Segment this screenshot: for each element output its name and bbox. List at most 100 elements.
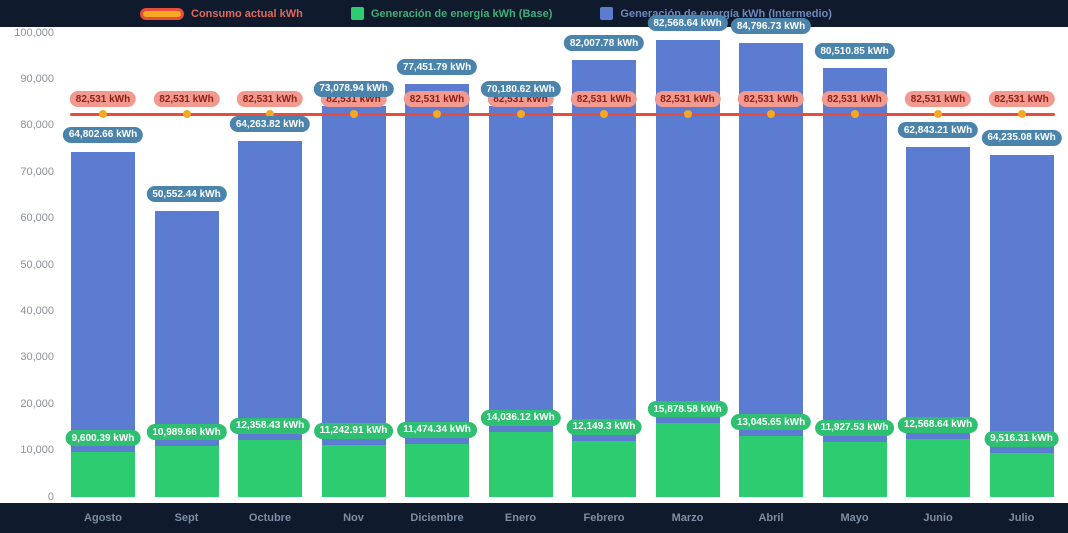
- bar-segment-base: [488, 431, 553, 497]
- consumo-point-marker: [767, 110, 775, 119]
- intermedio-value-label: 82,568.64 kWh: [647, 15, 728, 32]
- intermedio-value-label: 77,451.79 kWh: [396, 59, 478, 76]
- base-value-label: 11,242.91 kWh: [313, 422, 394, 439]
- bar-segment-intermedio: [572, 60, 636, 441]
- consumo-value-label: 82,531 kWh: [236, 91, 304, 108]
- intermedio-value-label: 82,007.78 kWh: [563, 35, 645, 52]
- base-value-label: 15,878.58 kWh: [647, 401, 728, 418]
- base-value-label: 9,516.31 kWh: [984, 430, 1059, 447]
- base-value-label: 11,927.53 kWh: [814, 419, 895, 436]
- x-axis-label: Diciembre: [410, 512, 464, 524]
- consumo-value-label: 82,531 kWh: [570, 91, 638, 108]
- x-axis-label: Marzo: [671, 512, 704, 524]
- intermedio-value-label: 64,263.82 kWh: [229, 116, 311, 133]
- bar-segment-base: [405, 443, 469, 497]
- x-axis-label: Mayo: [840, 512, 869, 524]
- consumo-value-label: 82,531 kWh: [69, 91, 137, 108]
- y-axis-tick-label: 90,000: [20, 72, 54, 85]
- y-axis-tick-label: 30,000: [20, 351, 54, 364]
- intermedio-swatch-icon: [600, 7, 614, 20]
- y-axis-tick-label: 10,000: [20, 444, 54, 457]
- bar-segment-base: [572, 440, 636, 497]
- consumo-point-marker: [934, 110, 942, 119]
- intermedio-value-label: 50,552.44 kWh: [146, 186, 227, 203]
- bar-segment-base: [154, 446, 219, 497]
- intermedio-value-label: 70,180.62 kWh: [480, 81, 561, 98]
- consumo-value-label: 82,531 kWh: [737, 91, 805, 108]
- intermedio-value-label: 64,802.66 kWh: [62, 126, 144, 143]
- bar-segment-base: [906, 438, 970, 497]
- bar-segment-intermedio: [238, 141, 302, 440]
- x-axis-label: Febrero: [583, 512, 625, 524]
- bar-segment-base: [655, 423, 720, 497]
- x-axis-label: Sept: [174, 512, 199, 524]
- bar-segment-intermedio: [739, 43, 803, 437]
- intermedio-value-label: 84,796.73 kWh: [730, 18, 812, 34]
- bar-segment-intermedio: [989, 154, 1054, 453]
- base-value-label: 11,474.34 kWh: [397, 421, 477, 438]
- bar-segment-intermedio: [488, 106, 553, 432]
- bar-segment-base: [71, 452, 135, 497]
- legend-item-consumo[interactable]: Consumo actual kWh: [140, 7, 303, 20]
- consumo-point-marker: [433, 110, 441, 119]
- consumo-point-marker: [182, 110, 191, 119]
- consumo-value-label: 82,531 kWh: [153, 91, 220, 108]
- consumo-point-marker: [266, 110, 274, 119]
- bar-segment-base: [238, 439, 302, 497]
- legend-label-consumo: Consumo actual kWh: [191, 7, 303, 20]
- bar-segment-intermedio: [154, 211, 219, 446]
- base-value-label: 12,568.64 kWh: [897, 416, 979, 433]
- consumo-value-label: 82,531 kWh: [821, 91, 888, 108]
- consumo-value-label: 82,531 kWh: [403, 91, 471, 108]
- consumo-point-marker: [850, 110, 859, 119]
- bar-segment-base: [989, 452, 1054, 497]
- intermedio-value-label: 73,078.94 kWh: [313, 80, 394, 97]
- base-value-label: 13,045.65 kWh: [730, 414, 812, 431]
- base-value-label: 12,149.3 kWh: [566, 418, 642, 435]
- bar-segment-intermedio: [822, 68, 887, 442]
- x-axis-label: Julio: [1008, 512, 1035, 524]
- consumo-point-marker: [349, 110, 358, 119]
- consumo-point-marker: [683, 110, 692, 119]
- bar-segment-intermedio: [906, 147, 970, 439]
- intermedio-value-label: 62,843.21 kWh: [897, 122, 979, 139]
- consumo-point-marker: [1017, 110, 1026, 119]
- y-axis-tick-label: 40,000: [20, 304, 54, 317]
- y-axis-tick-label: 100,000: [14, 26, 54, 39]
- consumo-point-marker: [516, 110, 525, 119]
- bar-segment-base: [822, 441, 887, 497]
- consumo-value-label: 82,531 kWh: [654, 91, 721, 108]
- y-axis-tick-label: 80,000: [20, 119, 54, 132]
- bar-segment-intermedio: [71, 151, 135, 453]
- consumo-point-marker: [600, 110, 608, 119]
- chart-legend: Consumo actual kWh Generación de energía…: [0, 0, 1068, 27]
- x-axis-label: Agosto: [84, 512, 122, 524]
- y-axis-tick-label: 20,000: [20, 397, 54, 410]
- bar-segment-base: [739, 436, 803, 497]
- x-axis-label: Junio: [923, 512, 953, 524]
- legend-item-base[interactable]: Generación de energía kWh (Base): [350, 7, 553, 20]
- intermedio-value-label: 64,235.08 kWh: [981, 129, 1062, 146]
- bar-segment-intermedio: [405, 84, 469, 444]
- base-value-label: 9,600.39 kWh: [65, 430, 141, 447]
- consumo-point-marker: [99, 110, 107, 119]
- consumo-line: [70, 112, 1055, 116]
- base-value-label: 14,036.12 kWh: [480, 409, 561, 426]
- y-axis-tick-label: 60,000: [20, 212, 54, 225]
- x-axis-label: Nov: [343, 512, 364, 524]
- y-axis-tick-label: 50,000: [20, 258, 54, 271]
- consumo-value-label: 82,531 kWh: [904, 91, 972, 108]
- consumo-line-legend-icon: [140, 7, 184, 20]
- x-axis-label: Enero: [504, 512, 537, 524]
- bar-segment-base: [321, 444, 386, 497]
- x-axis-label: Abril: [758, 512, 784, 524]
- y-axis-tick-label: 70,000: [20, 165, 54, 178]
- legend-label-base: Generación de energía kWh (Base): [370, 7, 553, 20]
- intermedio-value-label: 80,510.85 kWh: [814, 43, 895, 60]
- base-swatch-icon: [350, 7, 364, 20]
- consumo-value-label: 82,531 kWh: [988, 91, 1055, 108]
- base-value-label: 10,989.66 kWh: [146, 424, 227, 440]
- y-axis-tick-label: 0: [47, 490, 54, 503]
- x-axis-label: Octubre: [248, 512, 292, 524]
